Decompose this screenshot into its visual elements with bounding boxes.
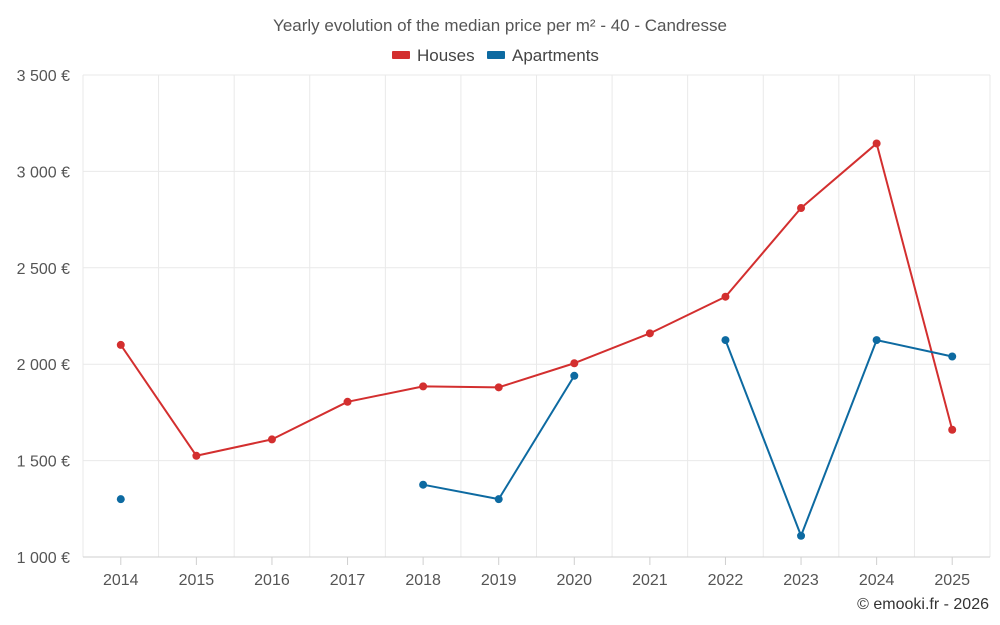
x-axis: 2014 2015 2016 2017 2018 2019 2020 2021 2022 2023…: [83, 556, 990, 589]
y-tick-label: 3 500 €: [17, 68, 70, 85]
data-point-apartments-2019[interactable]: [494, 495, 503, 504]
y-tick-label: 1 500 €: [17, 454, 70, 471]
data-point-apartments-2018[interactable]: [419, 480, 428, 489]
chart-title: Yearly evolution of the median price per…: [273, 16, 727, 35]
data-point-apartments-2024[interactable]: [872, 336, 881, 345]
data-point-houses-2018[interactable]: [419, 382, 428, 391]
data-point-houses-2020[interactable]: [570, 359, 579, 368]
series-line-houses: [119, 142, 954, 457]
legend-label-apartments: Apartments: [512, 46, 599, 65]
x-tick-label: 2020: [556, 572, 592, 589]
data-point-apartments-2023[interactable]: [797, 531, 806, 540]
x-tick-label: 2023: [783, 572, 819, 589]
data-point-houses-2024[interactable]: [872, 139, 881, 148]
x-tick-label: 2021: [632, 572, 668, 589]
legend-label-houses: Houses: [417, 46, 475, 65]
data-point-houses-2021[interactable]: [645, 329, 654, 338]
x-tick-label: 2014: [103, 572, 139, 589]
data-point-houses-2015[interactable]: [192, 451, 201, 460]
data-point-houses-2017[interactable]: [343, 397, 352, 406]
series-line-apartments: [422, 375, 576, 501]
x-tick-label: 2015: [179, 572, 215, 589]
x-tick-label: 2025: [934, 572, 970, 589]
data-point-apartments-2022[interactable]: [721, 336, 730, 345]
series-apartments: [116, 336, 957, 540]
data-point-houses-2019[interactable]: [494, 383, 503, 392]
data-point-houses-2025[interactable]: [948, 425, 957, 434]
y-tick-label: 1 000 €: [17, 550, 70, 567]
data-point-houses-2023[interactable]: [797, 204, 806, 213]
legend-swatch-houses: [392, 51, 410, 59]
x-tick-label: 2022: [708, 572, 744, 589]
credit-text: © emooki.fr - 2026: [857, 596, 989, 613]
data-point-houses-2016[interactable]: [267, 435, 276, 444]
legend-swatch-apartments: [487, 51, 505, 59]
x-tick-label: 2017: [330, 572, 366, 589]
x-tick-label: 2019: [481, 572, 517, 589]
data-point-apartments-2025[interactable]: [948, 352, 957, 361]
series-houses: [116, 139, 957, 460]
legend-item-apartments[interactable]: Apartments: [487, 46, 599, 65]
data-point-houses-2014[interactable]: [116, 340, 125, 349]
series-line-apartments: [724, 339, 953, 537]
y-tick-label: 2 000 €: [17, 357, 70, 374]
data-point-apartments-2014[interactable]: [116, 495, 125, 504]
y-axis: 1 000 € 1 500 € 2 000 € 2 500 € 3 000 € 3 500…: [17, 68, 70, 567]
legend: Houses Apartments: [392, 46, 599, 65]
x-tick-label: 2024: [859, 572, 895, 589]
legend-item-houses[interactable]: Houses: [392, 46, 475, 65]
x-tick-label: 2016: [254, 572, 290, 589]
x-tick-label: 2018: [405, 572, 441, 589]
series: [116, 139, 957, 540]
data-point-houses-2022[interactable]: [721, 292, 730, 301]
y-tick-label: 2 500 €: [17, 261, 70, 278]
y-tick-label: 3 000 €: [17, 164, 70, 181]
grid: [82, 74, 991, 557]
data-point-apartments-2020[interactable]: [570, 371, 579, 380]
